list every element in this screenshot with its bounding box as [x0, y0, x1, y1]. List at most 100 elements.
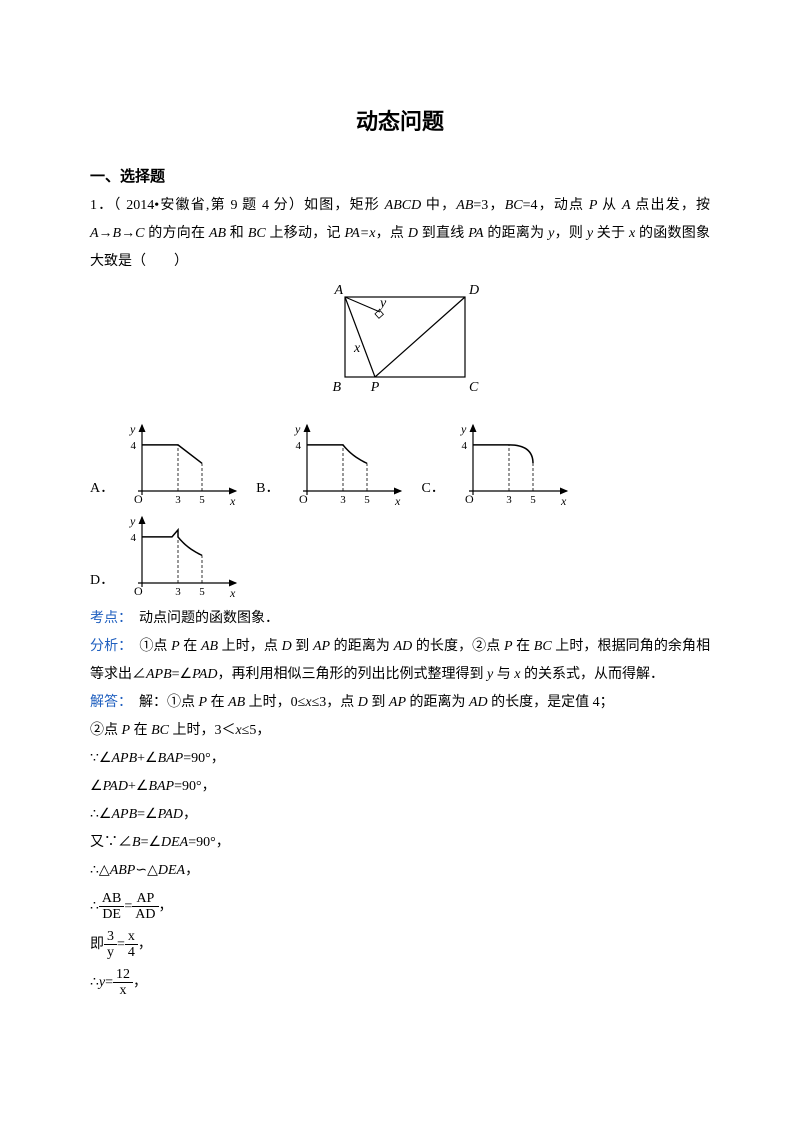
- t: 在: [180, 639, 201, 654]
- t: 在: [513, 639, 534, 654]
- svg-text:x: x: [394, 494, 401, 508]
- t: ∠: [90, 779, 103, 794]
- svg-text:x: x: [229, 586, 236, 600]
- t: AD: [469, 695, 488, 710]
- t: 到: [368, 695, 389, 710]
- jieda-l8: ∴ABDE=APAD，: [90, 891, 710, 923]
- t: PAD: [158, 807, 183, 822]
- jieda-l7: ∴△ABP∽△DEA，: [90, 857, 710, 885]
- svg-text:D: D: [468, 283, 479, 298]
- t: =4，动点: [523, 198, 589, 213]
- t: ，再利用相似三角形的列出比例式整理得到: [218, 667, 488, 682]
- jieda-l3: ∵∠APB+∠BAP=90°，: [90, 745, 710, 773]
- t: 到直线: [418, 226, 468, 241]
- t: =∠: [137, 807, 157, 822]
- t: 的长度，②点: [412, 639, 504, 654]
- t: ，: [133, 975, 147, 990]
- t: ∴△: [90, 863, 110, 878]
- svg-text:O: O: [134, 492, 143, 506]
- t: 上时，0≤: [245, 695, 305, 710]
- t: ∴∠: [90, 807, 111, 822]
- t: =90°，: [188, 835, 230, 850]
- t: AP: [389, 695, 406, 710]
- t: BC: [534, 639, 552, 654]
- jieda-l2: ②点 P 在 BC 上时，3＜x≤5，: [90, 717, 710, 745]
- t: 关于: [593, 226, 629, 241]
- svg-text:3: 3: [341, 494, 347, 506]
- jieda-l9: 即3y=x4，: [90, 929, 710, 961]
- svg-text:4: 4: [131, 440, 137, 452]
- svg-text:y: y: [129, 514, 136, 528]
- t: 的方向在: [144, 226, 209, 241]
- t: 中，: [421, 198, 456, 213]
- t: DE: [99, 907, 124, 922]
- jieda-l1: 解答： 解：①点 P 在 AB 上时，0≤x≤3，点 D 到 AP 的距离为 A…: [90, 689, 710, 717]
- t: x: [125, 929, 138, 945]
- frac4: x4: [125, 929, 138, 961]
- t: AB: [456, 198, 473, 213]
- t: P: [199, 695, 208, 710]
- svg-text:4: 4: [296, 440, 302, 452]
- t: 到: [292, 639, 313, 654]
- svg-text:x: x: [229, 494, 236, 508]
- option-b: B． Oxy354: [256, 421, 403, 509]
- svg-text:A: A: [333, 283, 343, 298]
- t: BC: [505, 198, 523, 213]
- t: =: [124, 899, 132, 914]
- graph-c: Oxy354: [449, 421, 569, 509]
- svg-text:y: y: [294, 422, 301, 436]
- t: ，: [183, 807, 197, 822]
- rectangle-diagram: ABCDPxy: [90, 282, 710, 413]
- t: 解：①点: [125, 695, 199, 710]
- t: 上移动，记: [266, 226, 345, 241]
- svg-text:x: x: [560, 494, 567, 508]
- jd-label: 解答：: [90, 695, 125, 710]
- t: ABP: [110, 863, 136, 878]
- kaodian: 考点： 动点问题的函数图象．: [90, 605, 710, 633]
- graph-b: Ox y 3 5 4: [283, 421, 403, 509]
- t: AB: [228, 695, 245, 710]
- svg-text:3: 3: [506, 494, 512, 506]
- svg-text:y: y: [378, 296, 387, 311]
- graph-a: Oxy354: [118, 421, 238, 509]
- svg-text:4: 4: [461, 440, 467, 452]
- jieda-l6: 又∵∠B=∠DEA=90°，: [90, 829, 710, 857]
- t: 的距离为: [484, 226, 549, 241]
- t: ∴: [90, 975, 99, 990]
- t: A: [622, 198, 631, 213]
- svg-text:y: y: [460, 422, 467, 436]
- t: 在: [130, 723, 151, 738]
- svg-text:5: 5: [365, 494, 371, 506]
- t: ，则: [554, 226, 587, 241]
- t: PA: [468, 226, 483, 241]
- t: AB: [201, 639, 218, 654]
- fx-label: 分析：: [90, 639, 125, 654]
- jieda-l5: ∴∠APB=∠PAD，: [90, 801, 710, 829]
- frac2: APAD: [132, 891, 158, 923]
- t: AP: [132, 891, 158, 907]
- t: A→B→C: [90, 226, 144, 241]
- t: +∠: [137, 751, 157, 766]
- t: ∽△: [135, 863, 158, 878]
- t: y: [104, 945, 117, 960]
- t: +∠: [128, 779, 148, 794]
- t: x: [113, 983, 133, 998]
- t: PAD: [192, 667, 217, 682]
- question-text: 1．（ 2014•安徽省,第 9 题 4 分）如图，矩形 ABCD 中，AB=3…: [90, 192, 710, 276]
- t: 的关系式，从而得解．: [520, 667, 664, 682]
- t: AD: [132, 907, 158, 922]
- t: ，: [138, 937, 152, 952]
- t: 从: [597, 198, 622, 213]
- t: P: [122, 723, 131, 738]
- t: 点出发，按: [631, 198, 710, 213]
- t: AB: [209, 226, 226, 241]
- t: 又∵∠: [90, 835, 132, 850]
- svg-text:5: 5: [199, 586, 205, 598]
- t: 1．（ 2014•安徽省,第 9 题 4 分）如图，矩形: [90, 198, 385, 213]
- t: BAP: [148, 779, 174, 794]
- frac5: 12x: [113, 967, 133, 999]
- svg-text:O: O: [299, 492, 308, 506]
- t: DEA: [158, 863, 185, 878]
- t: APB: [111, 807, 137, 822]
- t: =3，: [473, 198, 504, 213]
